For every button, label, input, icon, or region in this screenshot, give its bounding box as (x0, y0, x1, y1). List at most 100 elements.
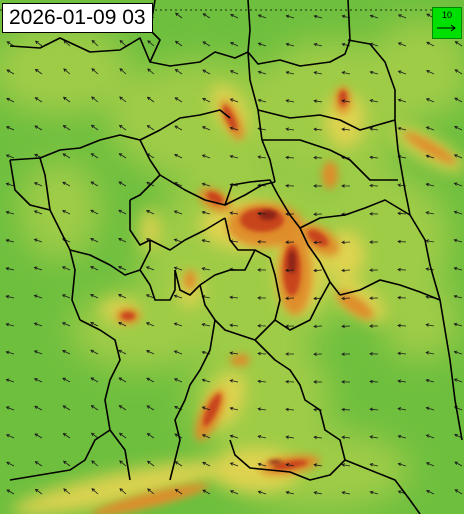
wind-arrow-head (397, 239, 401, 244)
wind-arrow-head (453, 378, 458, 382)
wind-arrow-head (397, 267, 401, 272)
wind-arrow (230, 70, 239, 75)
wind-arrow-head (145, 322, 150, 326)
wind-arrow-head (34, 97, 39, 101)
wind-arrow (341, 269, 351, 271)
wind-arrow-head (119, 39, 124, 44)
wind-arrow (175, 40, 183, 47)
wind-arrow-head (454, 461, 459, 465)
border-east-middle (339, 279, 441, 301)
wind-arrow-head (147, 40, 151, 44)
wind-arrow (147, 125, 155, 131)
wind-arrow-head (341, 268, 345, 273)
border-center-region-b (129, 200, 226, 251)
wind-arrow-head (91, 460, 95, 464)
wind-arrow (91, 124, 99, 131)
wind-arrow-head (174, 125, 179, 129)
wind-arrow-head (5, 294, 10, 299)
wind-arrow-head (118, 124, 123, 129)
wind-arrow-head (425, 239, 430, 243)
wind-arrow-head (90, 377, 95, 381)
wind-arrow-head (63, 68, 67, 72)
wind-arrow-head (5, 322, 10, 327)
wind-arrow (398, 352, 407, 355)
wind-arrow-head (62, 349, 66, 354)
wind-arrow (369, 381, 379, 383)
wind-arrow (286, 15, 295, 19)
wind-arrow (90, 238, 99, 243)
wind-arrow-head (425, 267, 430, 271)
wind-arrow-head (425, 323, 430, 327)
wind-arrow-head (426, 41, 430, 46)
border-east-edge (347, 39, 441, 301)
wind-arrow-head (369, 70, 374, 75)
wind-arrow (202, 98, 211, 103)
wind-arrow-head (397, 211, 401, 216)
wind-arrow-head (6, 461, 10, 466)
wind-arrow (63, 68, 71, 75)
wind-arrow (426, 351, 435, 355)
wind-arrow-head (341, 352, 345, 356)
wind-arrow-head (174, 153, 178, 158)
wind-arrow-head (369, 127, 374, 131)
wind-arrow-head (285, 14, 290, 19)
wind-arrow-head (146, 181, 150, 186)
wind-arrow-head (313, 352, 317, 356)
wind-arrow (174, 125, 183, 131)
wind-arrow-head (201, 182, 206, 187)
wind-arrow (230, 407, 239, 411)
wind-arrow-head (454, 489, 459, 493)
wind-arrow-head (5, 434, 10, 438)
wind-arrow (6, 461, 15, 467)
wind-arrow-head (341, 491, 346, 495)
border-central-loop (224, 179, 341, 296)
wind-arrow (398, 463, 407, 467)
wind-arrow (118, 209, 127, 215)
wind-arrow (202, 13, 211, 19)
wind-arrow-head (90, 321, 94, 326)
wind-arrow (174, 239, 183, 243)
wind-arrow (454, 295, 463, 299)
border-small-1 (69, 240, 151, 276)
wind-arrow-head (397, 407, 402, 411)
wind-arrow-head (425, 351, 430, 355)
wind-arrow (63, 433, 71, 439)
wind-arrow-head (145, 350, 150, 354)
wind-arrow (314, 436, 323, 439)
border-south-west (79, 319, 131, 481)
wind-arrow (426, 490, 435, 495)
wind-arrow (118, 349, 127, 355)
wind-arrow-head (91, 39, 96, 44)
wind-arrow (34, 350, 43, 355)
wind-arrow-head (6, 69, 11, 73)
wind-arrow-head (5, 210, 10, 215)
wind-arrow (62, 294, 71, 299)
wind-arrow (454, 69, 463, 75)
wind-arrow-head (174, 68, 179, 73)
timestamp-label: 2026-01-09 03 (2, 3, 153, 33)
wind-arrow-head (341, 407, 345, 412)
wind-arrow-head (118, 209, 122, 214)
wind-arrow-head (313, 407, 317, 412)
border-west-center (39, 157, 51, 211)
wind-arrow (174, 323, 183, 327)
wind-arrow-head (230, 13, 234, 18)
wind-arrow (119, 124, 127, 131)
wind-arrow-head (201, 434, 206, 438)
wind-arrow-head (173, 350, 178, 354)
wind-arrow-head (313, 99, 318, 103)
wind-arrow (258, 491, 267, 495)
wind-arrow (426, 41, 435, 47)
wind-arrow (35, 489, 43, 495)
wind-arrow-head (174, 97, 179, 101)
wind-arrow (286, 43, 295, 47)
wind-arrow-head (426, 489, 430, 494)
wind-arrow-head (229, 154, 234, 159)
wind-arrow (286, 491, 295, 495)
wind-arrow-head (397, 351, 401, 356)
wind-arrow-head (397, 70, 402, 74)
wind-arrow-head (397, 379, 402, 383)
border-center-west-loop (129, 174, 161, 201)
wind-arrow-head (118, 153, 123, 157)
